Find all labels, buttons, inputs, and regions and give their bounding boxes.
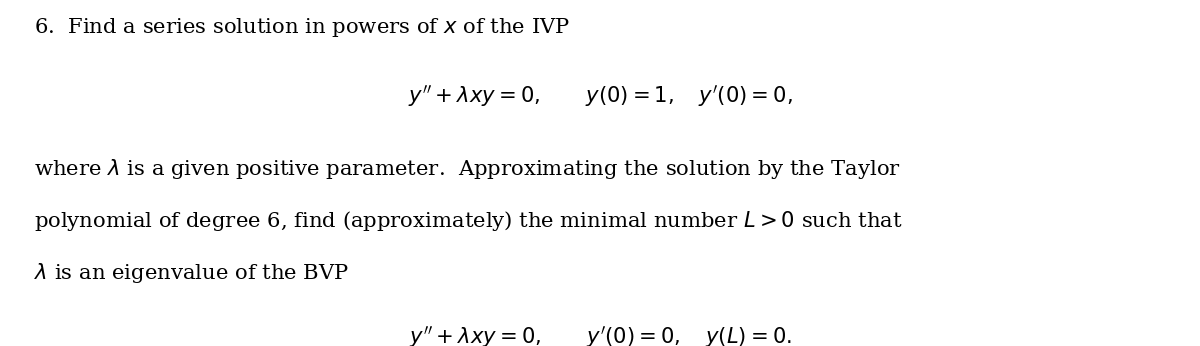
Text: $y'' + \lambda xy = 0, \qquad y'(0) = 0, \quad y(L) = 0.$: $y'' + \lambda xy = 0, \qquad y'(0) = 0,…: [408, 324, 792, 346]
Text: where $\lambda$ is a given positive parameter.  Approximating the solution by th: where $\lambda$ is a given positive para…: [34, 157, 900, 181]
Text: $y'' + \lambda xy = 0, \qquad y(0) = 1, \quad y'(0) = 0,$: $y'' + \lambda xy = 0, \qquad y(0) = 1, …: [408, 83, 792, 109]
Text: polynomial of degree 6, find (approximately) the minimal number $L > 0$ such tha: polynomial of degree 6, find (approximat…: [34, 209, 902, 233]
Text: $\lambda$ is an eigenvalue of the BVP: $\lambda$ is an eigenvalue of the BVP: [34, 261, 349, 285]
Text: 6.  Find a series solution in powers of $x$ of the IVP: 6. Find a series solution in powers of $…: [34, 16, 570, 38]
